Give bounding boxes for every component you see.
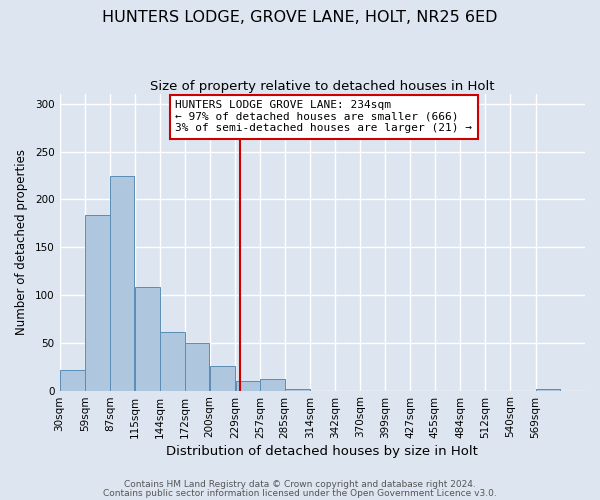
Bar <box>236 381 260 390</box>
Text: HUNTERS LODGE, GROVE LANE, HOLT, NR25 6ED: HUNTERS LODGE, GROVE LANE, HOLT, NR25 6E… <box>102 10 498 25</box>
Bar <box>260 379 284 390</box>
Bar <box>110 176 134 390</box>
Bar <box>160 332 185 390</box>
Bar <box>135 288 160 391</box>
Text: Contains public sector information licensed under the Open Government Licence v3: Contains public sector information licen… <box>103 488 497 498</box>
Text: HUNTERS LODGE GROVE LANE: 234sqm
← 97% of detached houses are smaller (666)
3% o: HUNTERS LODGE GROVE LANE: 234sqm ← 97% o… <box>175 100 472 134</box>
Title: Size of property relative to detached houses in Holt: Size of property relative to detached ho… <box>150 80 494 93</box>
Bar <box>60 370 85 390</box>
Bar <box>185 343 209 390</box>
X-axis label: Distribution of detached houses by size in Holt: Distribution of detached houses by size … <box>166 444 478 458</box>
Bar <box>210 366 235 390</box>
Bar <box>285 388 310 390</box>
Text: Contains HM Land Registry data © Crown copyright and database right 2024.: Contains HM Land Registry data © Crown c… <box>124 480 476 489</box>
Bar <box>536 388 560 390</box>
Bar <box>85 214 110 390</box>
Y-axis label: Number of detached properties: Number of detached properties <box>15 150 28 336</box>
